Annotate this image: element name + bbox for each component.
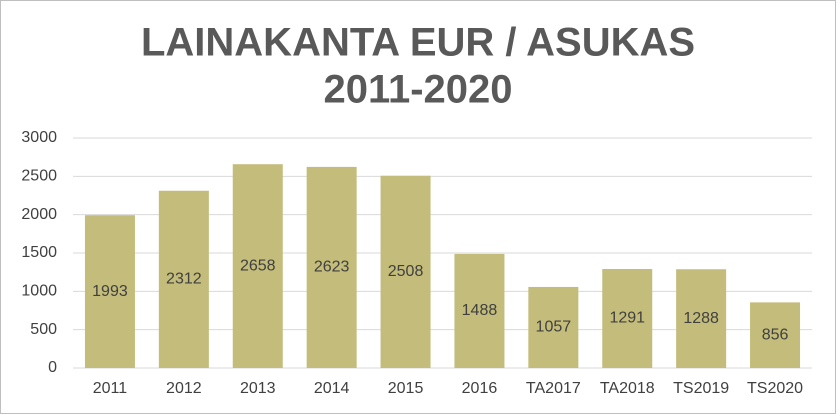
data-label: 2508 xyxy=(388,263,424,280)
bar xyxy=(84,215,135,368)
data-label: 1993 xyxy=(92,283,128,300)
y-tick-label: 0 xyxy=(48,359,57,376)
bar xyxy=(676,269,727,368)
data-label: 1288 xyxy=(683,310,719,327)
x-tick-label: TS2019 xyxy=(673,380,729,397)
x-tick-label: TS2020 xyxy=(747,380,803,397)
chart-title: LAINAKANTA EUR / ASUKAS xyxy=(141,21,695,65)
data-label: 2623 xyxy=(314,259,350,276)
y-tick-label: 3000 xyxy=(21,129,57,146)
bar xyxy=(454,253,505,368)
bar xyxy=(528,286,579,368)
y-tick-label: 1000 xyxy=(21,283,57,300)
x-tick-label: 2014 xyxy=(314,380,350,397)
y-tick-label: 2000 xyxy=(21,206,57,223)
chart-subtitle: 2011-2020 xyxy=(323,68,512,112)
data-label: 2312 xyxy=(166,271,202,288)
data-label: 1291 xyxy=(609,310,645,327)
bar xyxy=(158,190,209,368)
data-label: 2658 xyxy=(240,257,276,274)
data-label: 1488 xyxy=(462,302,498,319)
x-tick-label: 2011 xyxy=(93,380,128,397)
y-tick-label: 1500 xyxy=(21,244,57,261)
x-tick-label: TA2017 xyxy=(526,380,581,397)
bar xyxy=(750,302,801,368)
data-label: 1057 xyxy=(536,319,572,336)
x-tick-label: 2013 xyxy=(240,380,276,397)
x-tick-label: 2016 xyxy=(462,380,498,397)
bar xyxy=(232,164,283,368)
bar xyxy=(602,269,653,368)
bar xyxy=(306,166,357,368)
x-tick-label: 2015 xyxy=(388,380,424,397)
x-tick-label: TA2018 xyxy=(600,380,655,397)
data-label: 856 xyxy=(762,326,789,343)
bar xyxy=(380,175,431,368)
y-tick-label: 500 xyxy=(30,321,57,338)
x-tick-label: 2012 xyxy=(166,380,202,397)
y-tick-label: 2500 xyxy=(21,168,57,185)
